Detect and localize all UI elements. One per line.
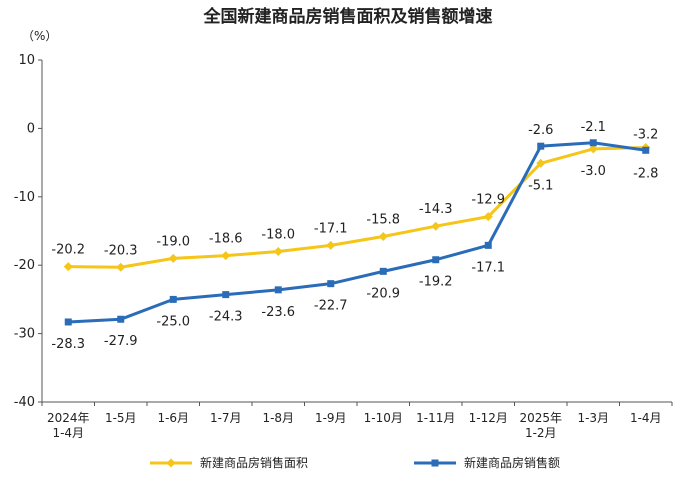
- data-label: -3.0: [581, 164, 606, 179]
- series-marker-2: [484, 241, 492, 249]
- series-marker-2: [589, 139, 597, 147]
- data-label: -20.9: [366, 286, 400, 301]
- x-tick-label: 1-12月: [469, 411, 508, 425]
- y-tick-label: -20: [14, 258, 35, 273]
- series-line-2: [68, 141, 646, 324]
- series-marker-1: [431, 221, 441, 231]
- series-marker-1: [221, 251, 231, 261]
- series-marker-1: [588, 144, 598, 154]
- series-marker-1: [326, 240, 336, 250]
- x-tick-label: 1-6月: [157, 411, 189, 425]
- x-tick-label: 1-7月: [210, 411, 242, 425]
- series-marker-2: [222, 291, 230, 299]
- series-marker-2: [169, 295, 177, 303]
- chart-title: 全国新建商品房销售面积及销售额增速: [203, 6, 493, 27]
- y-tick-label: -40: [14, 395, 35, 410]
- data-label: -5.1: [528, 178, 553, 193]
- axes: 10 0 -10 -20 -30 -40 2024年 1-4月 1-5月 1-6月 1-7月 1-8月…: [14, 53, 673, 440]
- data-label: -19.0: [156, 234, 190, 249]
- legend: 新建商品房销售面积 新建商品房销售额: [150, 455, 560, 470]
- data-label: -12.9: [471, 193, 505, 208]
- series-layer: [63, 139, 651, 326]
- data-label: -17.1: [471, 260, 505, 275]
- series-marker-2: [432, 256, 440, 264]
- legend-swatch-marker: [431, 459, 439, 467]
- series-marker-1: [63, 262, 73, 272]
- series-marker-2: [327, 280, 335, 288]
- data-label: -24.3: [209, 310, 243, 325]
- series-marker-2: [64, 318, 72, 326]
- series-marker-1: [273, 247, 283, 257]
- y-tick-label: 10: [18, 53, 35, 68]
- data-label: -18.6: [209, 232, 243, 247]
- data-label: -2.8: [633, 167, 658, 182]
- series-line-1: [68, 146, 646, 269]
- data-label: -20.2: [51, 243, 85, 258]
- data-label: -25.0: [156, 314, 190, 329]
- x-tick-label: 1-8月: [262, 411, 294, 425]
- data-label: -2.1: [581, 120, 606, 135]
- legend-label: 新建商品房销售额: [464, 455, 560, 470]
- data-labels: -20.2 -20.3 -19.0 -18.6 -18.0 -17.1 -15.8 -14.3…: [51, 120, 658, 352]
- series-marker-1: [536, 158, 546, 168]
- data-label: -28.3: [51, 337, 85, 352]
- legend-label: 新建商品房销售面积: [200, 455, 308, 470]
- series-marker-1: [483, 212, 493, 222]
- data-label: -2.6: [528, 123, 553, 138]
- series-marker-2: [379, 267, 387, 275]
- y-tick-label: -10: [14, 190, 35, 205]
- series-marker-2: [117, 315, 125, 323]
- legend-swatch-marker: [166, 458, 176, 468]
- x-tick-label: 1-10月: [364, 411, 403, 425]
- x-tick-label: 1-5月: [105, 411, 137, 425]
- data-label: -15.8: [366, 212, 400, 227]
- x-tick-label: 1-11月: [416, 411, 455, 425]
- y-tick-label: 0: [27, 121, 35, 136]
- x-tick-label: 2025年 1-2月: [519, 411, 562, 440]
- series-marker-1: [116, 262, 126, 272]
- series-marker-1: [378, 231, 388, 241]
- x-tick-label: 1-9月: [315, 411, 347, 425]
- series-marker-2: [642, 146, 650, 154]
- data-label: -27.9: [104, 334, 138, 349]
- y-axis-unit: （%）: [22, 29, 57, 43]
- x-tick-label: 1-3月: [577, 411, 609, 425]
- data-label: -19.2: [419, 275, 453, 290]
- data-label: -18.0: [261, 228, 295, 243]
- data-label: -17.1: [314, 221, 348, 236]
- data-label: -3.2: [633, 127, 658, 142]
- data-label: -23.6: [261, 305, 295, 320]
- x-tick-label: 1-4月: [630, 411, 662, 425]
- x-tick-label: 2024年 1-4月: [47, 411, 90, 440]
- data-label: -20.3: [104, 243, 138, 258]
- y-tick-label: -30: [14, 327, 35, 342]
- series-marker-2: [274, 286, 282, 294]
- data-label: -14.3: [419, 202, 453, 217]
- series-marker-1: [168, 253, 178, 263]
- series-marker-2: [537, 142, 545, 150]
- data-label: -22.7: [314, 299, 348, 314]
